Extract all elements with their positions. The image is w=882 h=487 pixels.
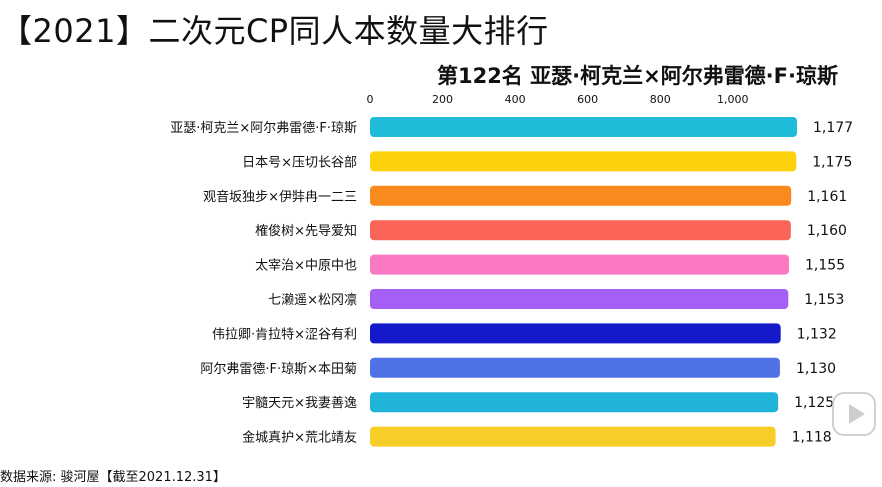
bar-value-label: 1,125 (794, 395, 834, 411)
x-tick-label: 200 (432, 93, 453, 106)
x-tick-label: 800 (650, 93, 671, 106)
bar-value-label: 1,118 (792, 430, 832, 446)
bar (370, 220, 791, 241)
bar-row: 阿尔弗雷德·F·琼斯×本田菊 1,130 (200, 357, 836, 378)
bar (370, 323, 781, 344)
x-tick-label: 600 (577, 93, 598, 106)
bar-row: 观音坂独步×伊弉冉一二三 1,161 (203, 185, 847, 206)
bar-value-label: 1,132 (797, 326, 837, 342)
bar-value-label: 1,153 (804, 292, 844, 308)
bar (370, 392, 779, 413)
bar (370, 117, 797, 137)
chart-subtitle: 第122名 亚瑟·柯克兰×阿尔弗雷德·F·琼斯 (436, 64, 838, 88)
bar-category-label: 伟拉卿·肯拉特×涩谷有利 (212, 327, 357, 342)
bar (370, 185, 792, 206)
bar-value-label: 1,177 (813, 120, 853, 136)
bar-value-label: 1,175 (812, 154, 852, 170)
bar-category-label: 日本号×压切长谷部 (242, 155, 357, 170)
bar (370, 151, 797, 172)
bar-category-label: 榷俊树×先导爱知 (255, 223, 357, 239)
bar-value-label: 1,160 (807, 223, 847, 239)
bar-row: 伟拉卿·肯拉特×涩谷有利 1,132 (212, 323, 837, 344)
play-icon[interactable] (832, 392, 876, 436)
bar-row: 七濑遥×松冈凛 1,153 (268, 289, 844, 309)
data-source-note: 数据来源: 骏河屋【截至2021.12.31】 (0, 470, 226, 485)
bar-row: 金城真护×荒北靖友 1,118 (242, 426, 832, 447)
bar-category-label: 太宰治×中原中也 (255, 258, 357, 274)
bar-value-label: 1,130 (796, 361, 836, 377)
bar (370, 357, 780, 378)
bar-category-label: 阿尔弗雷德·F·琼斯×本田菊 (200, 362, 357, 377)
x-tick-label: 400 (505, 93, 526, 106)
bar-category-label: 七濑遥×松冈凛 (268, 292, 357, 308)
x-tick-label: 1,000 (717, 93, 749, 106)
bar-value-label: 1,155 (805, 258, 845, 274)
chart-title: 【2021】二次元CP同人本数量大排行 (0, 12, 549, 50)
bar-row: 宇髓天元×我妻善逸 1,125 (242, 392, 834, 413)
bar-category-label: 金城真护×荒北靖友 (242, 430, 357, 446)
bar-category-label: 观音坂独步×伊弉冉一二三 (203, 189, 357, 205)
x-tick-label: 0 (367, 93, 374, 106)
bar-value-label: 1,161 (807, 189, 847, 205)
bar-category-label: 宇髓天元×我妻善逸 (242, 395, 357, 411)
bar-row: 榷俊树×先导爱知 1,160 (255, 220, 847, 241)
bar (370, 289, 789, 309)
bar-row: 日本号×压切长谷部 1,175 (242, 151, 852, 172)
bar (370, 426, 776, 447)
bar-series: 亚瑟·柯克兰×阿尔弗雷德·F·琼斯 1,177 日本号×压切长谷部 1,175 观音坂独… (170, 117, 853, 447)
bar-category-label: 亚瑟·柯克兰×阿尔弗雷德·F·琼斯 (170, 121, 357, 136)
bar-row: 太宰治×中原中也 1,155 (255, 254, 845, 275)
bar-row: 亚瑟·柯克兰×阿尔弗雷德·F·琼斯 1,177 (170, 117, 853, 137)
bar (370, 254, 790, 275)
x-axis: 0 200 400 600 800 1,000 (367, 93, 749, 106)
